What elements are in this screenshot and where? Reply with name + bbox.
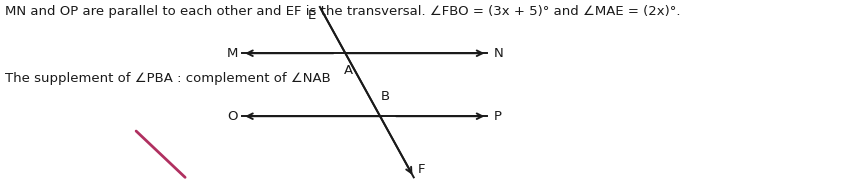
Text: E: E — [307, 9, 316, 22]
Text: The supplement of ∠PBA : complement of ∠NAB: The supplement of ∠PBA : complement of ∠… — [5, 72, 331, 85]
Text: N: N — [494, 47, 504, 60]
Text: MN and OP are parallel to each other and EF is the transversal. ∠FBO = (3x + 5)°: MN and OP are parallel to each other and… — [5, 5, 681, 18]
Text: M: M — [227, 47, 238, 60]
Text: O: O — [228, 110, 238, 123]
Text: A: A — [344, 64, 353, 77]
Text: F: F — [418, 163, 425, 176]
Text: B: B — [381, 90, 390, 103]
Text: P: P — [494, 110, 502, 123]
